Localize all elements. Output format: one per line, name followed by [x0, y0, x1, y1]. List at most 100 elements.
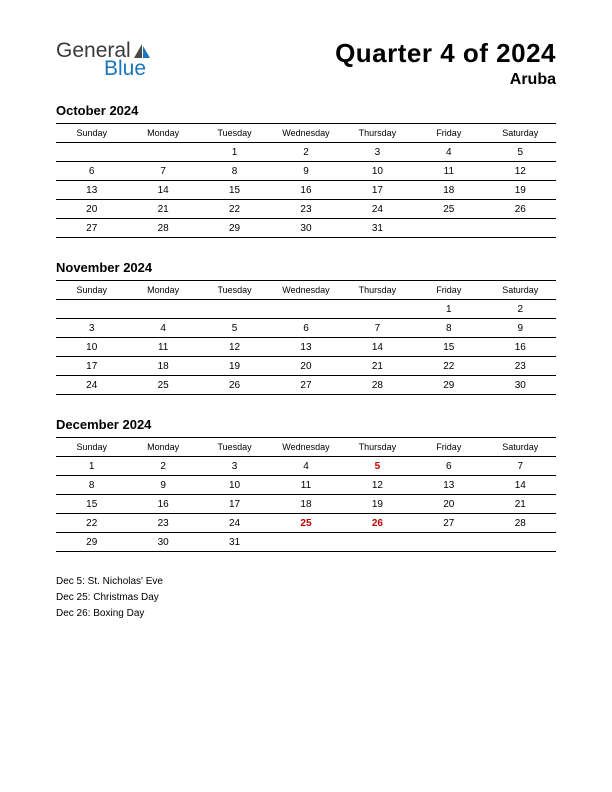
- month-title: November 2024: [56, 260, 556, 275]
- calendar-cell: [127, 300, 198, 319]
- day-header: Friday: [413, 438, 484, 457]
- calendar-cell: [56, 143, 127, 162]
- calendar-cell: 22: [56, 514, 127, 533]
- calendar-cell: 3: [342, 143, 413, 162]
- calendar-cell: 23: [270, 200, 341, 219]
- calendar-cell: 26: [199, 376, 270, 395]
- calendar-cell: 15: [56, 495, 127, 514]
- calendar-row: 17181920212223: [56, 357, 556, 376]
- calendar-cell: 20: [56, 200, 127, 219]
- calendar-cell: 15: [413, 338, 484, 357]
- calendar-cell: 31: [199, 533, 270, 552]
- day-header: Saturday: [485, 124, 556, 143]
- calendar-cell: 7: [127, 162, 198, 181]
- calendar-cell: 1: [56, 457, 127, 476]
- day-header: Wednesday: [270, 124, 341, 143]
- calendar-cell: 11: [413, 162, 484, 181]
- calendar-cell: 11: [127, 338, 198, 357]
- calendar-cell: 7: [342, 319, 413, 338]
- calendar-cell: 20: [413, 495, 484, 514]
- calendar-cell: 18: [413, 181, 484, 200]
- calendar-cell: 30: [127, 533, 198, 552]
- calendar-cell: 7: [485, 457, 556, 476]
- calendar-cell: 23: [485, 357, 556, 376]
- calendar-cell: 31: [342, 219, 413, 238]
- calendar-row: 293031: [56, 533, 556, 552]
- calendar-cell: 24: [342, 200, 413, 219]
- calendar-cell: [413, 533, 484, 552]
- month-title: October 2024: [56, 103, 556, 118]
- calendar-cell: [485, 533, 556, 552]
- calendar-row: 13141516171819: [56, 181, 556, 200]
- calendar-cell: 30: [270, 219, 341, 238]
- calendar-cell: 18: [270, 495, 341, 514]
- day-header: Wednesday: [270, 438, 341, 457]
- calendar-cell: 21: [485, 495, 556, 514]
- calendar-cell: 1: [199, 143, 270, 162]
- calendar-cell: 19: [199, 357, 270, 376]
- months-container: October 2024SundayMondayTuesdayWednesday…: [56, 103, 556, 552]
- calendar-row: 12345: [56, 143, 556, 162]
- calendar-cell: 14: [485, 476, 556, 495]
- calendar-cell: 13: [270, 338, 341, 357]
- calendar-cell: 29: [413, 376, 484, 395]
- calendar-cell: 12: [342, 476, 413, 495]
- calendar-cell: 27: [413, 514, 484, 533]
- calendar-cell: [199, 300, 270, 319]
- calendar-cell: 24: [56, 376, 127, 395]
- day-header: Sunday: [56, 281, 127, 300]
- holiday-item: Dec 25: Christmas Day: [56, 590, 556, 606]
- holiday-item: Dec 5: St. Nicholas' Eve: [56, 574, 556, 590]
- calendar-cell: 16: [270, 181, 341, 200]
- calendar-cell: 17: [56, 357, 127, 376]
- calendar-cell: 4: [413, 143, 484, 162]
- day-header: Sunday: [56, 124, 127, 143]
- calendar-cell: 6: [270, 319, 341, 338]
- calendar-cell: 16: [485, 338, 556, 357]
- calendar-cell: 10: [56, 338, 127, 357]
- day-header: Thursday: [342, 124, 413, 143]
- calendar-cell: 4: [127, 319, 198, 338]
- calendar-cell: 28: [485, 514, 556, 533]
- calendar-row: 20212223242526: [56, 200, 556, 219]
- calendar-cell: [342, 533, 413, 552]
- day-header: Tuesday: [199, 281, 270, 300]
- calendar-cell: 10: [342, 162, 413, 181]
- calendar-cell: 20: [270, 357, 341, 376]
- calendar-cell: 1: [413, 300, 484, 319]
- page-title: Quarter 4 of 2024: [335, 38, 556, 69]
- month-block: November 2024SundayMondayTuesdayWednesda…: [56, 260, 556, 395]
- calendar-cell: 17: [342, 181, 413, 200]
- day-header: Tuesday: [199, 438, 270, 457]
- calendar-cell: [485, 219, 556, 238]
- calendar-cell: 13: [413, 476, 484, 495]
- calendar-cell: 5: [199, 319, 270, 338]
- calendar-cell: 25: [127, 376, 198, 395]
- calendar-cell: 9: [485, 319, 556, 338]
- calendar-cell: [413, 219, 484, 238]
- calendar-cell: [56, 300, 127, 319]
- calendar-cell: 19: [485, 181, 556, 200]
- calendar-cell: 21: [342, 357, 413, 376]
- calendar-cell: 25: [270, 514, 341, 533]
- day-header: Monday: [127, 281, 198, 300]
- calendar-cell: 6: [413, 457, 484, 476]
- month-block: December 2024SundayMondayTuesdayWednesda…: [56, 417, 556, 552]
- logo: General Blue: [56, 38, 151, 79]
- calendar-cell: 26: [342, 514, 413, 533]
- calendar-cell: 3: [56, 319, 127, 338]
- calendar-cell: 30: [485, 376, 556, 395]
- holiday-item: Dec 26: Boxing Day: [56, 606, 556, 622]
- calendar-row: 1234567: [56, 457, 556, 476]
- calendar-cell: 8: [56, 476, 127, 495]
- calendar-cell: 26: [485, 200, 556, 219]
- calendar-cell: 6: [56, 162, 127, 181]
- calendar-cell: 2: [270, 143, 341, 162]
- calendar-table: SundayMondayTuesdayWednesdayThursdayFrid…: [56, 437, 556, 552]
- month-block: October 2024SundayMondayTuesdayWednesday…: [56, 103, 556, 238]
- calendar-cell: 24: [199, 514, 270, 533]
- calendar-cell: 14: [127, 181, 198, 200]
- calendar-cell: [127, 143, 198, 162]
- calendar-cell: 27: [270, 376, 341, 395]
- day-header: Thursday: [342, 281, 413, 300]
